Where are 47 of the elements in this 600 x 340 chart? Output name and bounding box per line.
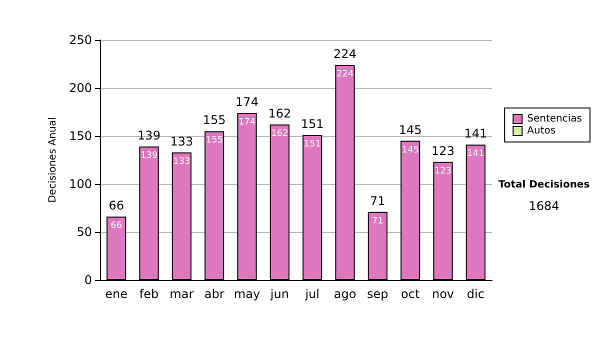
x-tick-label: ene <box>105 287 128 301</box>
total-label: 123 <box>432 144 454 158</box>
data-label: 174 <box>238 117 256 128</box>
text: Total Decisiones <box>498 180 590 190</box>
y-tick-label: 200 <box>69 81 92 95</box>
total-label: 155 <box>202 113 226 128</box>
total-label: 66 <box>108 198 124 213</box>
x-tick-label: sep <box>367 287 388 301</box>
data-label: 141 <box>467 149 484 160</box>
total-label: 162 <box>268 106 292 120</box>
total-label: 139 <box>138 128 160 143</box>
data-label: 162 <box>271 128 288 139</box>
data-label: 123 <box>434 166 452 176</box>
y-tick-label: 150 <box>69 129 92 143</box>
total-label: 71 <box>370 194 386 208</box>
data-label: 139 <box>140 151 158 162</box>
text: 1684 <box>528 199 560 213</box>
x-tick-label: oct <box>401 287 420 301</box>
total-label: 133 <box>170 134 194 148</box>
total-label: 151 <box>300 117 324 132</box>
x-tick-label: nov <box>432 287 454 301</box>
y-axis-title: Decisiones Anual <box>48 117 59 203</box>
x-tick-label: mar <box>170 287 194 301</box>
total-label: 145 <box>398 122 422 137</box>
x-tick-label: jun <box>269 287 289 301</box>
y-tick-label: 100 <box>69 177 92 191</box>
data-label: 155 <box>206 136 223 146</box>
y-tick-label: 250 <box>69 33 92 47</box>
legend-label: Autos <box>527 126 556 136</box>
data-label: 133 <box>173 156 190 167</box>
legend-label: Sentencias <box>527 114 582 124</box>
data-label: 151 <box>304 140 321 150</box>
x-tick-label: dic <box>466 287 484 301</box>
y-tick-label: 0 <box>84 273 92 287</box>
total-label: 174 <box>236 94 258 109</box>
data-label: 224 <box>336 69 354 80</box>
x-tick-label: feb <box>139 287 159 301</box>
x-tick-label: may <box>234 287 260 301</box>
data-label: 145 <box>402 145 419 156</box>
y-tick-label: 50 <box>76 225 92 239</box>
total-label: 141 <box>464 126 488 141</box>
total-label: 224 <box>334 46 356 61</box>
data-label: 66 <box>110 221 122 232</box>
x-tick-label: jul <box>304 287 320 301</box>
x-tick-label: ago <box>334 287 356 301</box>
x-tick-label: abr <box>204 287 224 301</box>
data-label: 71 <box>372 216 384 226</box>
